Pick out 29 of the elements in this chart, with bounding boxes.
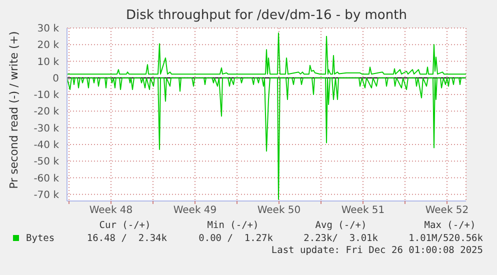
x-tick-label: Week 52	[425, 205, 469, 216]
y-tick-label: 30 k	[37, 24, 60, 35]
y-tick-label: -30 k	[34, 123, 60, 134]
line-series	[67, 32, 466, 75]
y-axis-title: Pr second read (-) / write (+)	[8, 31, 20, 189]
legend-label: Bytes	[26, 233, 55, 244]
text: Last update: Fri Dec 26 01:00:08 2025	[271, 245, 483, 256]
x-tick-label: Week 48	[89, 205, 133, 216]
y-tick-label: -60 k	[34, 173, 60, 184]
y-tick-label: 10 k	[37, 56, 60, 68]
text: 16.48 / 2.34k	[86, 233, 167, 244]
y-tick-label: -40 k	[34, 140, 60, 151]
text: Avg (-/+)	[315, 220, 367, 231]
text: 1.01M/520.56k	[408, 233, 483, 244]
y-tick-label: 0	[52, 73, 59, 84]
text: Max (-/+)	[424, 220, 476, 231]
x-tick-label: Week 51	[341, 205, 385, 216]
y-tick-label: -20 k	[34, 106, 60, 118]
x-tick-label: Week 50	[257, 205, 301, 216]
text: 2.23k/ 3.01k	[304, 233, 378, 244]
text: Cur (-/+)	[99, 220, 151, 231]
x-tick-label: Week 49	[173, 205, 217, 216]
y-tick-label: -10 k	[34, 90, 60, 102]
y-tick-label: -70 k	[34, 190, 60, 201]
y-tick-label: -50 k	[34, 156, 60, 168]
chart-title: Disk throughput for /dev/dm-16 - by month	[125, 8, 408, 23]
text: Min (-/+)	[207, 220, 259, 231]
text: 0.00 / 1.27k	[198, 233, 273, 244]
y-tick-label: 20 k	[37, 40, 60, 52]
